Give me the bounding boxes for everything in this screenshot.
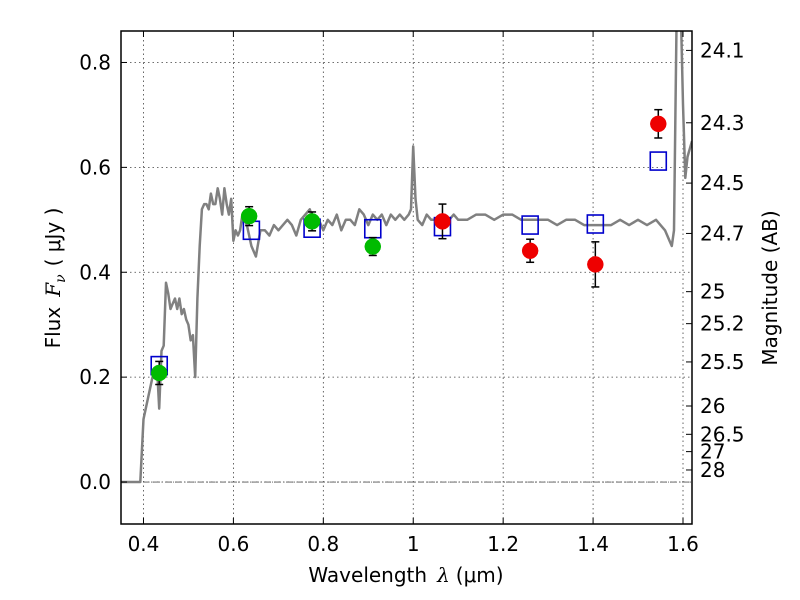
x-tick-label: 1.6	[667, 532, 699, 556]
observed-flux-point	[303, 213, 321, 230]
mag-tick-label: 24.5	[700, 171, 745, 195]
plot-frame	[120, 30, 693, 525]
x-tick-label: 1.4	[577, 532, 609, 556]
mag-tick-label: 27	[700, 440, 725, 464]
model-photometry-square	[649, 151, 668, 171]
model-spectrum-layer	[121, 31, 692, 484]
mag-tick-label: 24.1	[700, 38, 745, 62]
mag-tick-label: 25	[700, 280, 725, 304]
y-tick-label: 0.4	[79, 260, 111, 284]
y-tick-label: 0.6	[79, 155, 111, 179]
mag-tick-label: 24.3	[700, 111, 745, 135]
mag-tick-label: 26	[700, 394, 725, 418]
observed-flux-point	[521, 242, 539, 260]
x-tick-label: 1.2	[487, 532, 519, 556]
observed-flux-point	[650, 115, 667, 133]
mag-tick-label: 25.2	[700, 312, 745, 336]
model-photometry-square	[521, 215, 539, 235]
x-axis-label: Wavelength λ (μm)	[308, 563, 503, 587]
observed-flux-point	[240, 207, 258, 225]
observed-flux-point	[150, 364, 168, 382]
model-photometry-square	[586, 214, 605, 234]
y-tick-label: 0.2	[79, 365, 111, 389]
x-tick-label: 0.8	[307, 532, 339, 556]
model-spectrum-line	[121, 31, 692, 484]
mag-tick-label: 28	[700, 458, 725, 482]
y-axis-ticks: 0.0 0.2 0.4 0.6 0.8	[79, 50, 127, 494]
observed-flux-point	[587, 256, 604, 273]
mag-tick-label: 24.7	[700, 221, 745, 245]
y-tick-label: 0.8	[79, 50, 111, 74]
observed-flux-point	[434, 213, 451, 230]
photometry-points-layer	[150, 108, 668, 386]
y-tick-label: 0.0	[79, 470, 111, 494]
magnitude-axis-label: Magnitude (AB)	[758, 210, 782, 365]
x-tick-label: 1	[407, 532, 420, 556]
mag-tick-label: 25.5	[700, 350, 745, 374]
observed-flux-point	[364, 238, 382, 255]
y-axis-label: FluxFν( μJy )	[41, 208, 69, 349]
mag-tick-label: 26.5	[700, 422, 745, 446]
x-axis-ticks: 0.4 0.6 0.8 1 1.2 1.4 1.6	[128, 31, 699, 556]
x-tick-label: 0.4	[128, 532, 160, 556]
x-tick-label: 0.6	[217, 532, 249, 556]
gridlines	[121, 31, 692, 524]
